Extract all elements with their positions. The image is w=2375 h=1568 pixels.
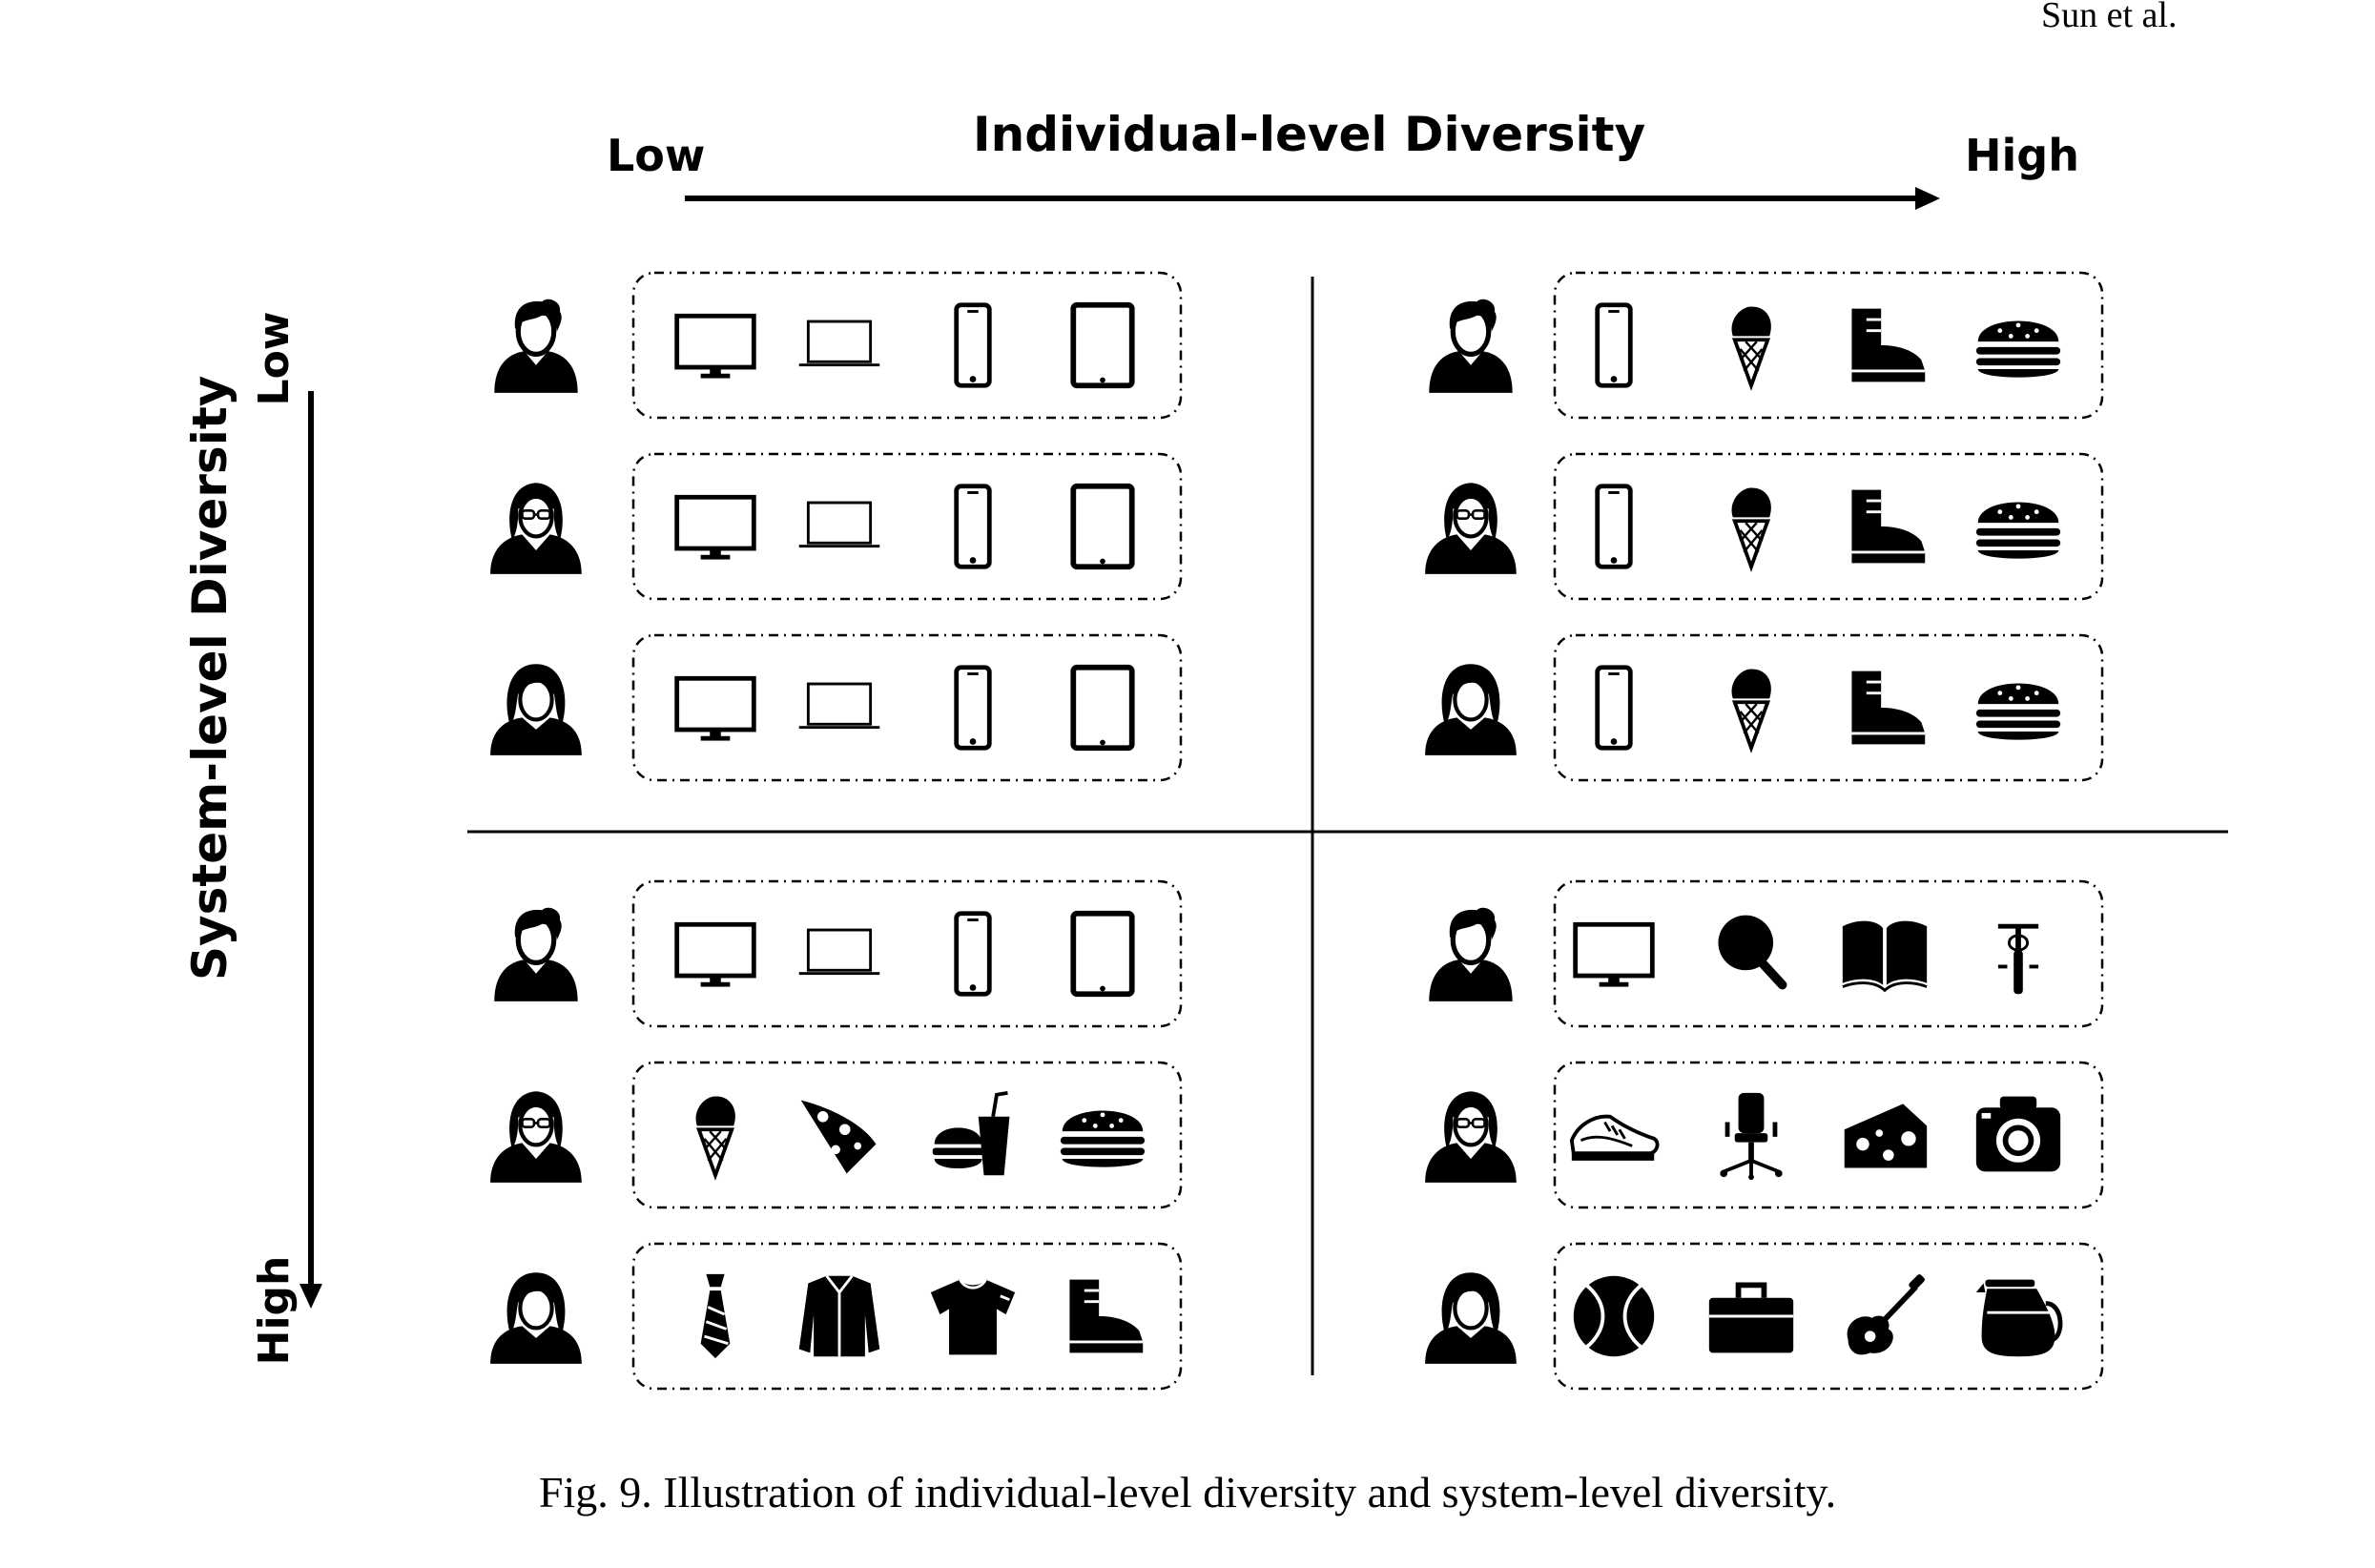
y-axis-arrow (299, 391, 322, 1309)
laptop-icon (797, 501, 881, 549)
ice-cream-icon (1729, 304, 1773, 388)
smartphone-icon (957, 914, 990, 994)
user-row (494, 879, 1183, 1028)
x-axis-arrow (685, 187, 1940, 210)
briefcase-icon (1709, 1285, 1793, 1352)
user-row (490, 1061, 1183, 1209)
quadrant-top-left (490, 271, 1183, 782)
recommendation-list-box (631, 271, 1183, 420)
tablet-icon (1073, 486, 1131, 567)
office-chair-icon (1720, 1093, 1782, 1180)
recommendation-list-box (631, 452, 1183, 601)
quadrant-top-right (1425, 271, 2104, 782)
ice-cream-icon (1729, 485, 1773, 569)
burger-icon (1975, 502, 2061, 559)
user-row (1425, 452, 2104, 601)
recommendation-list-box (1553, 1061, 2104, 1209)
t-shirt-icon (929, 1278, 1017, 1356)
recommendation-list-box (1553, 271, 2104, 420)
laptop-icon (797, 928, 881, 977)
user-man-icon (1429, 299, 1512, 393)
user-woman-glasses-icon (1425, 483, 1517, 574)
x-axis-title: Individual-level Diversity (973, 107, 1646, 162)
tablet-icon (1073, 914, 1131, 994)
quadrant-bottom-left (490, 879, 1183, 1391)
guitar-icon (1848, 1273, 1926, 1354)
boot-icon (1849, 307, 1927, 383)
recommendation-list-box (631, 1061, 1183, 1209)
x-axis-high-label: High (1965, 130, 2079, 181)
laptop-icon (797, 320, 881, 368)
recommendation-list-box (1553, 633, 2104, 782)
user-woman-icon (1425, 1272, 1517, 1364)
pizza-slice-icon (800, 1100, 877, 1174)
jacket-icon (797, 1274, 881, 1358)
tablet-icon (1073, 305, 1131, 385)
desktop-monitor-icon (677, 316, 754, 378)
user-woman-icon (490, 664, 582, 755)
user-row (490, 452, 1183, 601)
smartphone-icon (1598, 486, 1631, 567)
boot-icon (1067, 1278, 1145, 1354)
user-man-icon (494, 908, 577, 1001)
user-woman-glasses-icon (1425, 1091, 1517, 1183)
boot-icon (1849, 488, 1927, 565)
user-man-icon (494, 299, 577, 393)
recommendation-list-box (631, 1242, 1183, 1391)
running-header-right: Sun et al. (2041, 0, 2178, 35)
smartphone-icon (957, 305, 990, 385)
quadrant-bottom-right (1425, 879, 2104, 1391)
user-woman-icon (490, 1272, 582, 1364)
smartphone-icon (957, 668, 990, 748)
user-row (1429, 271, 2104, 420)
user-row (1425, 633, 2104, 782)
book-icon (1841, 919, 1929, 992)
tie-icon (699, 1272, 732, 1360)
laptop-icon (797, 682, 881, 731)
user-row (1429, 879, 2104, 1028)
user-row (494, 271, 1183, 420)
camera-icon (1975, 1096, 2061, 1172)
smartphone-icon (1598, 668, 1631, 748)
ice-cream-icon (1729, 667, 1773, 751)
sneaker-icon (1569, 1114, 1660, 1163)
tablet-icon (1073, 668, 1131, 748)
burger-icon (1975, 320, 2061, 378)
user-woman-icon (1425, 664, 1517, 755)
smartphone-icon (1598, 305, 1631, 385)
boot-icon (1849, 670, 1927, 746)
recommendation-list-box (1553, 1242, 2104, 1391)
x-axis-low-label: Low (607, 130, 706, 181)
recommendation-list-box (631, 879, 1183, 1028)
bicycle-icon (1998, 926, 2038, 994)
user-row (490, 1242, 1183, 1391)
coffee-pot-icon (1976, 1280, 2060, 1357)
user-row (490, 633, 1183, 782)
cheese-icon (1844, 1104, 1928, 1168)
user-woman-glasses-icon (490, 483, 582, 574)
user-woman-glasses-icon (490, 1091, 582, 1183)
figure-caption: Fig. 9. Illustration of individual-level… (538, 1468, 1837, 1516)
desktop-monitor-icon (1576, 924, 1653, 986)
smartphone-icon (957, 486, 990, 567)
tennis-ball-icon (1571, 1273, 1657, 1359)
desktop-monitor-icon (677, 497, 754, 559)
ping-pong-icon (1718, 916, 1782, 985)
recommendation-list-box (1553, 452, 2104, 601)
burger-icon (1060, 1110, 1146, 1167)
recommendation-list-box (1553, 879, 2104, 1028)
burger-icon (1975, 683, 2061, 740)
fast-food-icon (930, 1090, 1012, 1178)
desktop-monitor-icon (677, 678, 754, 740)
user-row (1425, 1061, 2104, 1209)
recommendation-list-box (631, 633, 1183, 782)
user-man-icon (1429, 908, 1512, 1001)
user-row (1425, 1242, 2104, 1391)
desktop-monitor-icon (677, 924, 754, 986)
ice-cream-icon (693, 1094, 737, 1178)
